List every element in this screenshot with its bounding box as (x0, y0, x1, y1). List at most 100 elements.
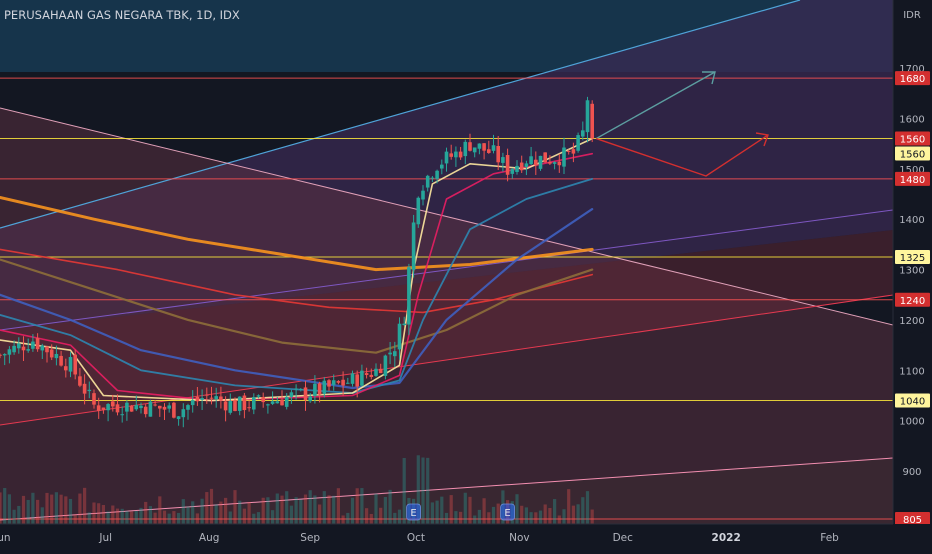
candle (576, 132, 580, 153)
earnings-marker-box[interactable] (406, 503, 422, 521)
candle (195, 387, 200, 406)
candle (214, 387, 218, 408)
volume-bar (45, 492, 49, 524)
y-tick-label: 1600 (899, 114, 924, 125)
candle-body (153, 404, 157, 406)
candle (491, 134, 496, 154)
earnings-marker-box[interactable] (500, 503, 516, 521)
candle (505, 148, 510, 182)
band-red-channel (0, 230, 893, 425)
candle (134, 395, 139, 411)
candle-body (590, 103, 594, 139)
price-label-1680: 1680 (895, 71, 930, 86)
volume-bar (538, 510, 543, 524)
volume-bar (567, 489, 571, 524)
horizontal-levels (0, 77, 893, 520)
volume-bar (144, 501, 148, 524)
candle (562, 137, 566, 174)
earnings-marker[interactable]: E (406, 503, 422, 521)
earnings-marker[interactable]: E (500, 503, 516, 521)
volume-bar (303, 494, 308, 524)
volume-bar (397, 509, 402, 524)
candle (209, 386, 214, 405)
candle-body (17, 343, 21, 349)
volume-bar (120, 508, 124, 524)
candle-body (247, 407, 251, 409)
candle (548, 155, 552, 165)
volume-bar (463, 492, 467, 524)
x-tick-label: Jul (98, 532, 112, 544)
volume-bar (148, 506, 152, 524)
candle (374, 363, 378, 377)
candle (402, 316, 406, 326)
candle (355, 370, 359, 398)
volume-bar (346, 512, 350, 524)
volume-bar (496, 503, 500, 524)
price-label-text: 805 (903, 515, 922, 526)
candle (543, 152, 547, 163)
candle (111, 394, 115, 412)
volume-bar (40, 507, 44, 524)
y-tick-label: 900 (902, 467, 921, 478)
volume-bar (158, 496, 162, 524)
projection-up-line (595, 71, 716, 140)
volume-bar (59, 494, 63, 524)
candle (153, 400, 157, 407)
candle-body (322, 380, 327, 394)
candle-body (576, 135, 580, 151)
volume-bar (318, 504, 322, 524)
projection-zigzag-arrowhead (755, 132, 769, 147)
candle (266, 403, 270, 414)
candle (299, 388, 303, 392)
volume-bar (233, 490, 237, 524)
volume-bar (557, 515, 561, 524)
volume-bar (106, 511, 110, 524)
volume-bar (21, 495, 26, 524)
candle-body (54, 353, 59, 359)
volume-bar (332, 495, 336, 524)
volume-bar (459, 511, 463, 524)
candle-body (106, 404, 110, 411)
moving-average-line (0, 248, 594, 314)
volume-bar (482, 498, 486, 524)
volume-bar (195, 513, 199, 524)
candle (45, 345, 49, 363)
volume-bar (12, 509, 16, 524)
volume-bar (576, 504, 580, 524)
candle (270, 391, 275, 406)
price-label-1560: 1560 (895, 131, 930, 146)
candle-body (383, 355, 388, 376)
volume-bars (0, 455, 594, 524)
volume-bar (83, 487, 87, 524)
volume-bar (313, 495, 317, 524)
candle-body (186, 405, 190, 410)
volume-bar (209, 488, 214, 524)
candle (331, 374, 336, 391)
volume-bar (31, 492, 35, 524)
price-label-1325: 1325 (895, 249, 930, 264)
price-label-text: 1325 (900, 253, 925, 264)
volume-bar (327, 495, 331, 524)
candle (557, 153, 562, 173)
candle (275, 396, 280, 404)
candle (454, 146, 458, 167)
candle (407, 263, 411, 336)
candle (425, 174, 430, 192)
volume-bar (444, 512, 449, 524)
price-label-text: 1680 (900, 74, 925, 85)
candle-body (397, 323, 402, 350)
trendline-blue (0, 0, 801, 229)
candle (87, 381, 92, 399)
candle-body (581, 130, 585, 137)
volume-bar (416, 455, 420, 524)
volume-bar (393, 512, 397, 524)
candle-body (435, 170, 439, 179)
candle (294, 384, 298, 400)
candle-body (341, 379, 345, 386)
candle (383, 354, 388, 380)
volume-bar (468, 496, 472, 524)
candle-body (496, 146, 500, 163)
